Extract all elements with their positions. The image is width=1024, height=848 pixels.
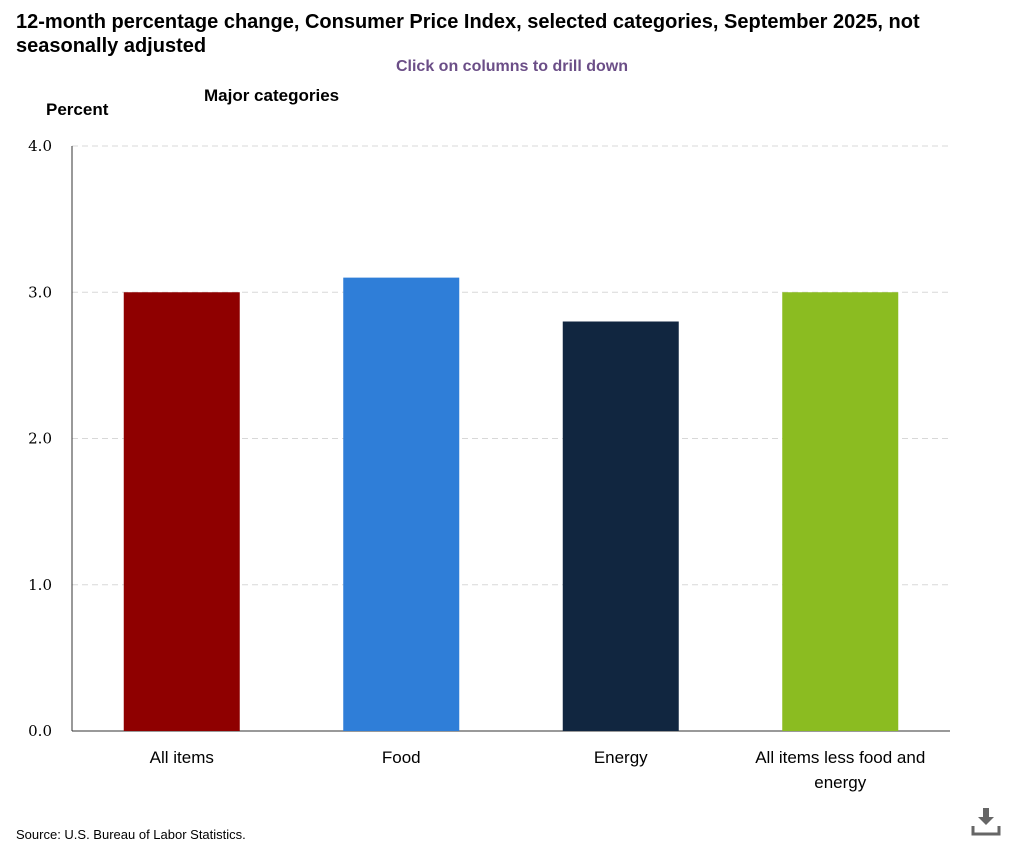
y-tick-label: 3.0 xyxy=(28,283,52,301)
section-label: Major categories xyxy=(204,86,340,105)
bar-food[interactable] xyxy=(343,277,460,731)
y-axis-unit-label: Percent xyxy=(46,100,109,119)
x-tick-label: Food xyxy=(382,748,421,767)
x-tick-label: All items less food and energy xyxy=(755,748,925,792)
download-icon[interactable] xyxy=(968,804,1004,840)
bar-all-items[interactable] xyxy=(123,292,240,731)
x-tick-label: Energy xyxy=(594,748,648,767)
bar-all-items-less-food-and-energy[interactable] xyxy=(782,292,899,731)
bar-energy[interactable] xyxy=(562,321,679,732)
chart-title: 12-month percentage change, Consumer Pri… xyxy=(16,11,920,57)
y-tick-label: 2.0 xyxy=(28,430,52,448)
x-tick-label: All items xyxy=(150,748,214,767)
drill-down-hint[interactable]: Click on columns to drill down xyxy=(395,58,628,75)
y-tick-label: 4.0 xyxy=(28,137,52,155)
y-tick-label: 0.0 xyxy=(28,722,52,740)
source-note: Source: U.S. Bureau of Labor Statistics. xyxy=(16,827,246,842)
y-tick-label: 1.0 xyxy=(28,576,52,594)
